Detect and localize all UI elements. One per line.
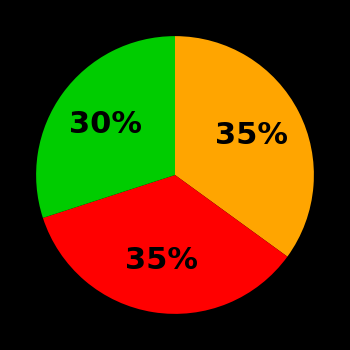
Text: 35%: 35% [125, 246, 198, 274]
Wedge shape [36, 36, 175, 218]
Wedge shape [175, 36, 314, 257]
Wedge shape [43, 175, 287, 314]
Text: 35%: 35% [215, 121, 288, 150]
Text: 30%: 30% [69, 110, 142, 139]
